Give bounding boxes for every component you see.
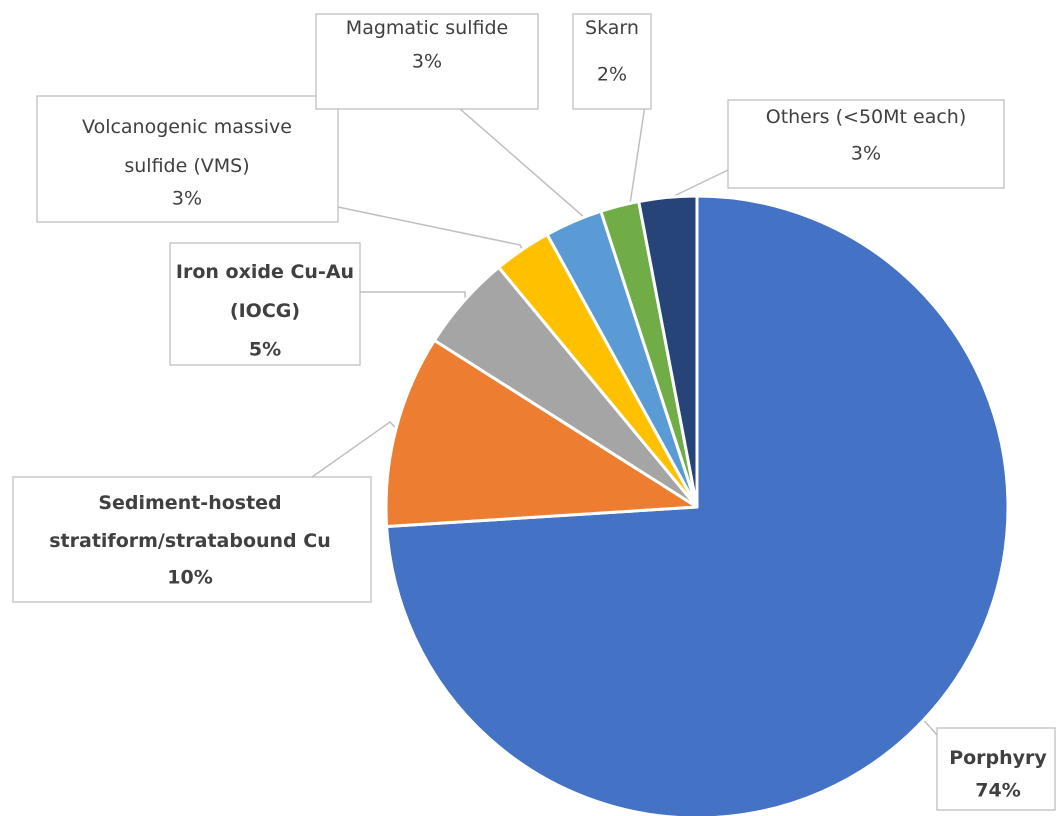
data-label: Others (<50Mt each) 3% (727, 99, 1005, 189)
value-label: 74% (975, 780, 1020, 802)
label-box (936, 727, 1056, 811)
value-label: 10% (167, 567, 212, 589)
data-label: Porphyry 74% (936, 727, 1056, 811)
category-label: Magmatic sulfide (346, 17, 508, 39)
label-box (169, 242, 361, 366)
value-label: 3% (851, 143, 881, 165)
label-box (572, 13, 652, 110)
leader-line (311, 421, 399, 478)
value-label: 5% (249, 339, 281, 361)
category-label: Volcanogenic massive sulfide (VMS) (82, 116, 292, 177)
pie-slice (384, 338, 699, 529)
category-label: Sediment-hosted stratiform/stratabound Cu (49, 492, 330, 552)
leader-line (337, 206, 524, 252)
leader-line (360, 291, 466, 303)
label-box (12, 476, 372, 603)
value-label: 3% (172, 188, 202, 210)
label-box (36, 95, 339, 223)
data-label: Magmatic sulfide 3% (315, 13, 539, 110)
category-label: Iron oxide Cu-Au (IOCG) (176, 261, 354, 322)
value-label: 2% (597, 64, 627, 86)
label-box (315, 13, 539, 110)
data-label: Iron oxide Cu-Au (IOCG) 5% (169, 242, 361, 366)
leader-line (921, 718, 938, 736)
data-label: Skarn 2% (572, 13, 652, 110)
value-label: 3% (412, 51, 442, 73)
category-label: Skarn (585, 17, 639, 39)
category-label: Porphyry (949, 747, 1047, 769)
label-box (727, 99, 1005, 189)
data-label: Volcanogenic massive sulfide (VMS) 3% (36, 95, 339, 223)
category-label: Others (<50Mt each) (766, 106, 967, 128)
pie-slice (637, 194, 699, 509)
data-label: Sediment-hosted stratiform/stratabound Cu… (12, 476, 372, 603)
